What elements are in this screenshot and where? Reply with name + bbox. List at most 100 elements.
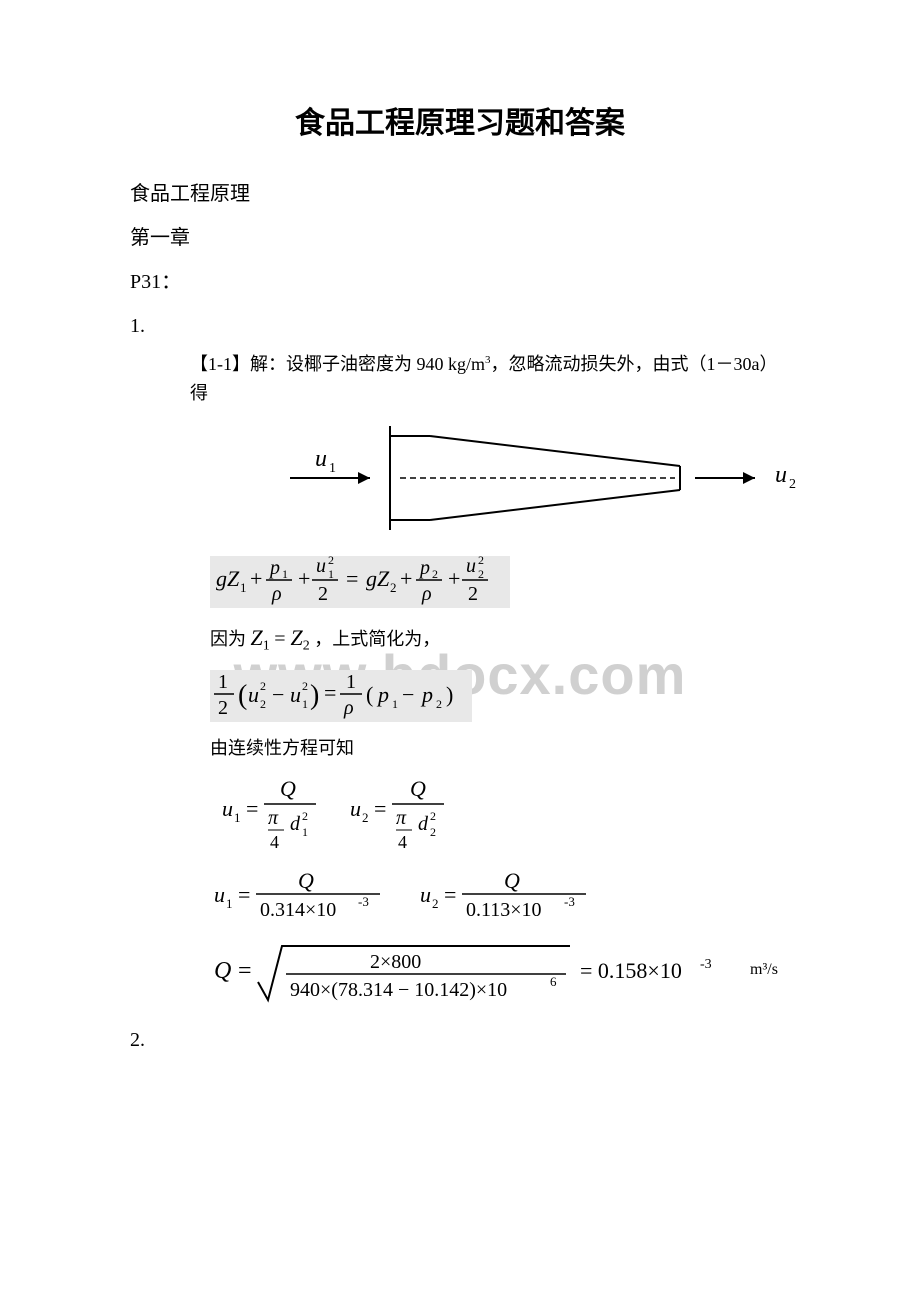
because-a: 因为 bbox=[210, 629, 246, 649]
svg-text:1: 1 bbox=[392, 697, 398, 711]
svg-text:2: 2 bbox=[430, 809, 436, 823]
svg-text:Q: Q bbox=[280, 776, 296, 801]
svg-text:Q: Q bbox=[298, 868, 314, 893]
svg-text:940×(78.314 − 10.142)×10: 940×(78.314 − 10.142)×10 bbox=[290, 979, 507, 1001]
svg-text:(: ( bbox=[238, 680, 247, 711]
svg-text:1: 1 bbox=[302, 697, 308, 711]
svg-text:ρ: ρ bbox=[271, 583, 282, 605]
svg-text:1: 1 bbox=[240, 580, 247, 595]
svg-text:4: 4 bbox=[270, 832, 279, 852]
svg-text:2: 2 bbox=[302, 679, 308, 693]
svg-text:0.314×10: 0.314×10 bbox=[260, 899, 336, 921]
page-ref-text: P31： bbox=[130, 266, 790, 298]
continuity-equation: u 1 = Q π 4 d 2 1 u 2 = Q π 4 d 2 2 bbox=[210, 768, 530, 858]
final-q-equation: Q = 2×800 940×(78.314 − 10.142)×10 6 = 0… bbox=[210, 934, 810, 1014]
svg-text:=: = bbox=[238, 958, 252, 984]
svg-text:p: p bbox=[376, 682, 389, 707]
svg-text:d: d bbox=[290, 813, 301, 835]
svg-text:2: 2 bbox=[478, 553, 484, 567]
svg-text:u: u bbox=[350, 796, 361, 821]
svg-text:1: 1 bbox=[282, 567, 288, 581]
svg-text:ρ: ρ bbox=[421, 583, 432, 605]
svg-text:p: p bbox=[420, 682, 433, 707]
svg-text:2: 2 bbox=[302, 809, 308, 823]
subtitle-text: 食品工程原理 bbox=[130, 178, 790, 210]
svg-text:2: 2 bbox=[468, 583, 478, 605]
svg-text:u: u bbox=[290, 682, 301, 707]
svg-text:−: − bbox=[402, 682, 414, 707]
svg-text:u: u bbox=[466, 555, 476, 577]
svg-text:u: u bbox=[316, 555, 326, 577]
svg-text:ρ: ρ bbox=[343, 697, 354, 719]
simplified-equation: 1 2 ( u 2 2 − u 2 1 ) = 1 ρ ( p 1 − p 2 … bbox=[210, 664, 510, 728]
svg-text:2: 2 bbox=[260, 697, 266, 711]
svg-text:2: 2 bbox=[478, 567, 484, 581]
item-1-label: 1. bbox=[130, 310, 790, 342]
svg-text:=: = bbox=[238, 882, 250, 907]
svg-text:2: 2 bbox=[218, 697, 228, 719]
u2-sub: 2 bbox=[789, 477, 796, 492]
bernoulli-equation: gZ 1 + p 1 ρ + u 2 1 2 = gZ 2 + p 2 ρ + … bbox=[210, 550, 570, 614]
svg-text:1: 1 bbox=[328, 567, 334, 581]
svg-text:6: 6 bbox=[550, 974, 557, 989]
solution-intro: 【1-1】解：设椰子油密度为 940 kg/m3，忽略流动损失外，由式（1－30… bbox=[190, 350, 790, 408]
pipe-diagram: u 1 u 2 bbox=[250, 418, 810, 538]
svg-text:=: = bbox=[346, 566, 358, 591]
svg-text:π: π bbox=[396, 807, 407, 829]
svg-text:2: 2 bbox=[318, 583, 328, 605]
u1-sub: 1 bbox=[329, 461, 336, 476]
svg-text:2: 2 bbox=[362, 810, 369, 825]
svg-text:2: 2 bbox=[432, 567, 438, 581]
svg-text:Q: Q bbox=[410, 776, 426, 801]
solution-intro-a: 【1-1】解：设椰子油密度为 940 kg/m bbox=[190, 354, 485, 374]
svg-text:1: 1 bbox=[226, 896, 233, 911]
z1-sym: Z bbox=[251, 625, 263, 650]
svg-text:+: + bbox=[400, 566, 412, 591]
svg-text:p: p bbox=[418, 557, 430, 579]
svg-text:2: 2 bbox=[432, 896, 439, 911]
z-eq: = bbox=[274, 628, 290, 650]
svg-text:Q: Q bbox=[214, 958, 231, 984]
svg-text:(: ( bbox=[366, 682, 373, 707]
svg-text:=: = bbox=[444, 882, 456, 907]
svg-text:+: + bbox=[298, 566, 310, 591]
svg-text:Q: Q bbox=[504, 868, 520, 893]
numeric-u-equations: u 1 = Q 0.314×10 -3 u 2 = Q 0.113×10 -3 bbox=[210, 864, 670, 928]
svg-text:2: 2 bbox=[328, 553, 334, 567]
svg-text:2: 2 bbox=[390, 580, 397, 595]
page-title: 食品工程原理习题和答案 bbox=[130, 100, 790, 148]
svg-text:u: u bbox=[420, 882, 431, 907]
svg-text:1: 1 bbox=[302, 825, 308, 839]
svg-text:0.113×10: 0.113×10 bbox=[466, 899, 542, 921]
svg-text:=: = bbox=[374, 796, 386, 821]
continuity-text: 由连续性方程可知 bbox=[210, 734, 790, 763]
svg-text:= 0.158×10: = 0.158×10 bbox=[580, 958, 682, 983]
because-line: 因为 Z1 = Z2 ，上式简化为， bbox=[210, 620, 790, 658]
svg-text:π: π bbox=[268, 807, 279, 829]
svg-text:-3: -3 bbox=[358, 894, 369, 909]
svg-text:−: − bbox=[272, 682, 284, 707]
svg-text:u: u bbox=[214, 882, 225, 907]
svg-text:u: u bbox=[248, 682, 259, 707]
item-2-label: 2. bbox=[130, 1024, 790, 1056]
svg-text:): ) bbox=[446, 682, 453, 707]
because-b: ，上式简化为， bbox=[314, 629, 440, 649]
svg-text:2: 2 bbox=[430, 825, 436, 839]
svg-text:1: 1 bbox=[218, 671, 228, 693]
svg-text:gZ: gZ bbox=[216, 566, 240, 591]
svg-text:1: 1 bbox=[234, 810, 241, 825]
u2-label: u bbox=[775, 462, 787, 488]
u1-label: u bbox=[315, 446, 327, 472]
unit-label: m³/s bbox=[750, 961, 778, 978]
svg-text:4: 4 bbox=[398, 832, 407, 852]
svg-text:+: + bbox=[250, 566, 262, 591]
svg-text:=: = bbox=[324, 680, 336, 705]
svg-text:d: d bbox=[418, 813, 429, 835]
svg-text:=: = bbox=[246, 796, 258, 821]
svg-text:2×800: 2×800 bbox=[370, 951, 421, 973]
page-content: 食品工程原理习题和答案 食品工程原理 第一章 P31： 1. 【1-1】解：设椰… bbox=[130, 100, 790, 1056]
svg-text:-3: -3 bbox=[564, 894, 575, 909]
svg-text:u: u bbox=[222, 796, 233, 821]
svg-text:): ) bbox=[310, 680, 319, 711]
solution-block: 【1-1】解：设椰子油密度为 940 kg/m3，忽略流动损失外，由式（1－30… bbox=[190, 350, 790, 1014]
